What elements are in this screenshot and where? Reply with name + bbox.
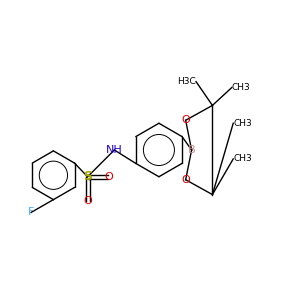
Text: F: F bbox=[28, 207, 34, 218]
Text: H3C: H3C bbox=[177, 77, 196, 86]
Text: O: O bbox=[181, 175, 190, 185]
Text: CH3: CH3 bbox=[233, 119, 252, 128]
Text: CH3: CH3 bbox=[232, 83, 250, 92]
Text: S: S bbox=[83, 170, 92, 183]
Text: B: B bbox=[188, 145, 195, 155]
Text: NH: NH bbox=[106, 145, 123, 155]
Text: O: O bbox=[104, 172, 113, 182]
Text: O: O bbox=[83, 196, 92, 206]
Text: CH3: CH3 bbox=[233, 154, 252, 164]
Text: O: O bbox=[181, 115, 190, 125]
